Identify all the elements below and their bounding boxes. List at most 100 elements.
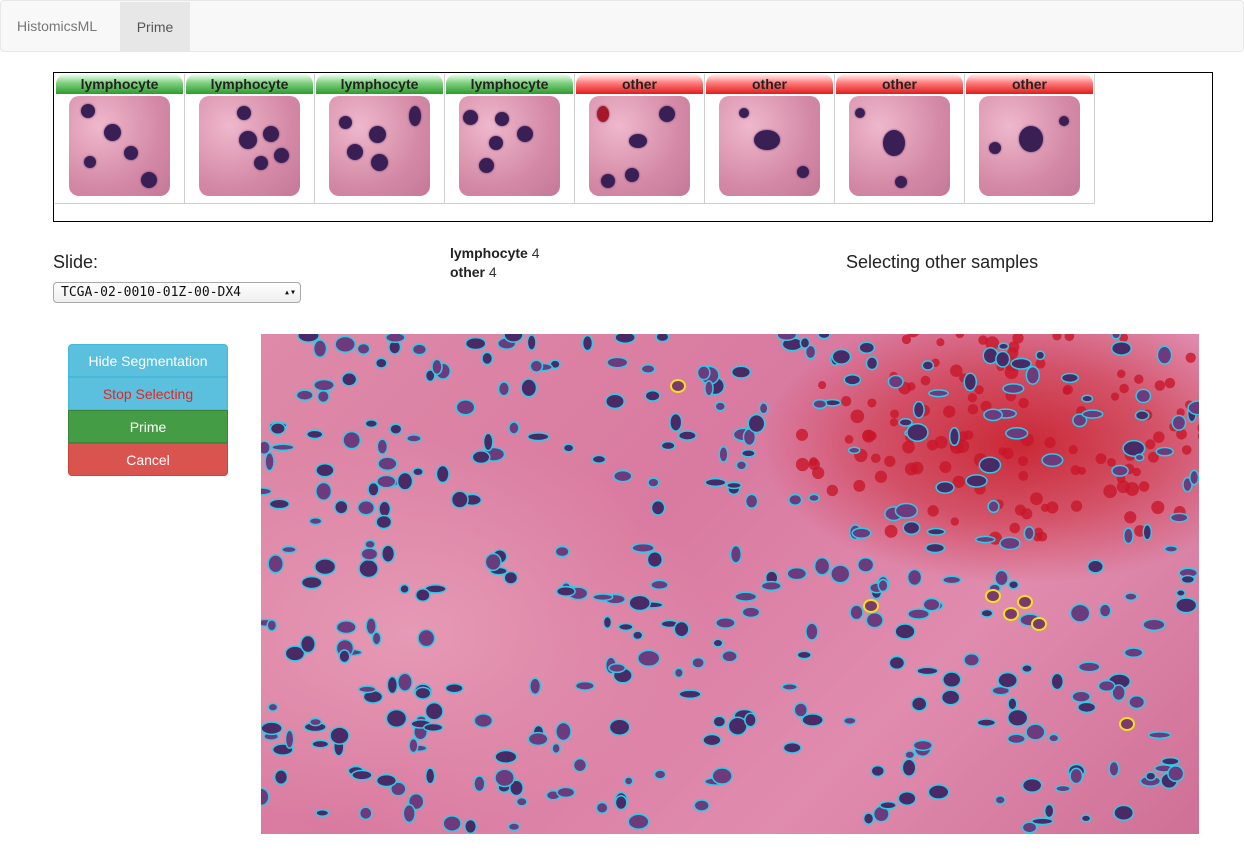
nucleus-outline[interactable] bbox=[902, 520, 921, 535]
nucleus-outline[interactable] bbox=[788, 493, 803, 506]
nucleus-outline[interactable] bbox=[1069, 767, 1084, 785]
nucleus-outline[interactable] bbox=[295, 389, 314, 401]
nucleus-outline[interactable] bbox=[887, 374, 904, 389]
nucleus-outline[interactable] bbox=[965, 474, 988, 488]
nucleus-outline[interactable] bbox=[851, 527, 872, 539]
nucleus-outline[interactable] bbox=[718, 445, 729, 463]
nucleus-outline[interactable] bbox=[390, 781, 407, 797]
nucleus-outline[interactable] bbox=[721, 649, 738, 663]
nucleus-outline[interactable] bbox=[269, 422, 286, 436]
nucleus-outline[interactable] bbox=[464, 818, 478, 834]
nucleus-outline[interactable] bbox=[1124, 592, 1138, 602]
nucleus-outline[interactable] bbox=[402, 803, 416, 824]
nucleus-outline[interactable] bbox=[712, 715, 727, 728]
nucleus-outline[interactable] bbox=[799, 336, 811, 349]
nucleus-outline[interactable] bbox=[926, 527, 946, 536]
nucleus-outline[interactable] bbox=[805, 622, 819, 641]
nucleus-outline[interactable] bbox=[1160, 756, 1180, 766]
nucleus-outline[interactable] bbox=[781, 683, 799, 691]
nucleus-outline[interactable] bbox=[592, 593, 614, 602]
nucleus-outline[interactable] bbox=[849, 604, 864, 621]
nucleus-outline[interactable] bbox=[1031, 817, 1054, 826]
nucleus-outline[interactable] bbox=[572, 757, 588, 773]
nucleus-outline[interactable] bbox=[1128, 695, 1146, 710]
nucleus-outline[interactable] bbox=[261, 787, 270, 807]
nucleus-outline[interactable] bbox=[356, 342, 371, 355]
nucleus-outline[interactable] bbox=[677, 430, 697, 441]
nucleus-outline[interactable] bbox=[997, 342, 1010, 351]
nucleus-outline[interactable] bbox=[617, 622, 634, 632]
nucleus-outline[interactable] bbox=[271, 443, 295, 452]
nucleus-outline[interactable] bbox=[1171, 414, 1187, 431]
nucleus-outline[interactable] bbox=[980, 608, 994, 618]
nucleus-outline[interactable] bbox=[906, 422, 929, 442]
slide-select[interactable]: TCGA-02-0010-01Z-00-DX4 ▴▾ bbox=[53, 282, 301, 303]
thumbnail-image[interactable] bbox=[849, 96, 950, 196]
nucleus-outline[interactable] bbox=[906, 568, 923, 587]
nucleus-outline[interactable] bbox=[1111, 684, 1126, 702]
nucleus-outline[interactable] bbox=[1035, 350, 1046, 361]
nucleus-outline[interactable] bbox=[435, 464, 450, 484]
nucleus-outline[interactable] bbox=[334, 499, 349, 515]
thumbnail-image[interactable] bbox=[979, 96, 1080, 196]
nucleus-outline[interactable] bbox=[673, 620, 690, 638]
nucleus-outline[interactable] bbox=[696, 365, 711, 381]
nucleus-outline[interactable] bbox=[389, 423, 403, 435]
nucleus-outline[interactable] bbox=[608, 662, 627, 674]
nucleus-outline[interactable] bbox=[284, 729, 295, 749]
nucleus-outline[interactable] bbox=[1077, 701, 1097, 714]
nucleus-outline[interactable] bbox=[526, 334, 537, 351]
nucleus-outline[interactable] bbox=[595, 801, 609, 814]
thumbnail-sample[interactable]: lymphocyte bbox=[315, 74, 445, 204]
nucleus-outline[interactable] bbox=[978, 456, 1002, 474]
nucleus-outline[interactable] bbox=[375, 773, 397, 788]
nucleus-outline[interactable] bbox=[714, 401, 727, 412]
nucleus-outline[interactable] bbox=[691, 656, 705, 669]
nucleus-outline[interactable] bbox=[786, 566, 808, 581]
thumbnail-image[interactable] bbox=[459, 96, 560, 196]
nucleus-outline[interactable] bbox=[335, 620, 357, 635]
nucleus-outline[interactable] bbox=[358, 806, 373, 821]
thumbnail-sample[interactable]: other bbox=[705, 74, 835, 204]
nucleus-outline[interactable] bbox=[261, 487, 273, 496]
nucleus-outline[interactable] bbox=[527, 731, 549, 747]
thumbnail-image[interactable] bbox=[329, 96, 430, 196]
nucleus-outline[interactable] bbox=[1081, 394, 1094, 403]
nucleus-outline[interactable] bbox=[983, 408, 1003, 422]
nucleus-outline[interactable] bbox=[1077, 661, 1101, 673]
nucleus-outline[interactable] bbox=[508, 421, 520, 435]
nucleus-outline[interactable] bbox=[898, 418, 913, 427]
nucleus-outline[interactable] bbox=[494, 768, 515, 788]
nucleus-outline[interactable] bbox=[417, 628, 436, 648]
selected-sample-outline[interactable] bbox=[863, 599, 879, 613]
nucleus-outline[interactable] bbox=[910, 696, 928, 712]
thumbnail-sample[interactable]: other bbox=[575, 74, 705, 204]
nucleus-outline[interactable] bbox=[879, 801, 897, 810]
nucleus-outline[interactable] bbox=[450, 490, 469, 509]
nucleus-outline[interactable] bbox=[912, 400, 925, 419]
nucleus-outline[interactable] bbox=[924, 542, 946, 554]
nucleus-outline[interactable] bbox=[1135, 388, 1152, 404]
nucleus-outline[interactable] bbox=[367, 481, 380, 497]
nucleus-outline[interactable] bbox=[1108, 760, 1120, 777]
nucleus-outline[interactable] bbox=[865, 611, 884, 629]
nucleus-outline[interactable] bbox=[813, 556, 831, 576]
nucleus-outline[interactable] bbox=[646, 551, 664, 569]
nucleus-outline[interactable] bbox=[1189, 469, 1199, 486]
nucleus-outline[interactable] bbox=[264, 451, 275, 472]
nucleus-outline[interactable] bbox=[281, 545, 297, 554]
nucleus-outline[interactable] bbox=[507, 822, 521, 832]
nucleus-outline[interactable] bbox=[776, 334, 798, 341]
nucleus-outline[interactable] bbox=[963, 372, 978, 392]
nucleus-outline[interactable] bbox=[907, 608, 930, 620]
nucleus-outline[interactable] bbox=[928, 389, 949, 398]
tab-prime[interactable]: Prime bbox=[120, 2, 190, 52]
nucleus-outline[interactable] bbox=[1002, 383, 1025, 395]
nucleus-outline[interactable] bbox=[397, 672, 413, 692]
nucleus-outline[interactable] bbox=[1006, 733, 1026, 745]
nucleus-outline[interactable] bbox=[1021, 821, 1038, 834]
nucleus-outline[interactable] bbox=[1081, 409, 1104, 419]
nucleus-outline[interactable] bbox=[424, 701, 444, 721]
nucleus-outline[interactable] bbox=[640, 364, 656, 374]
nucleus-outline[interactable] bbox=[399, 583, 410, 595]
